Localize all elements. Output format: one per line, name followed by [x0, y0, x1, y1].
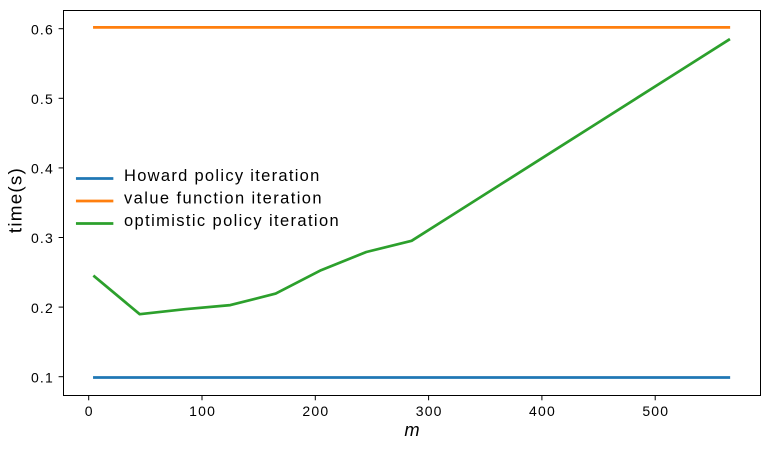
svg-text:300: 300: [416, 403, 443, 419]
svg-text:value function iteration: value function iteration: [124, 190, 323, 208]
svg-text:0.5: 0.5: [31, 91, 54, 107]
svg-text:100: 100: [189, 403, 216, 419]
svg-text:200: 200: [302, 403, 329, 419]
svg-text:400: 400: [529, 403, 556, 419]
svg-text:0.3: 0.3: [31, 230, 54, 246]
svg-text:0.4: 0.4: [31, 161, 54, 177]
svg-text:m: m: [404, 419, 419, 440]
svg-text:optimistic policy iteration: optimistic policy iteration: [124, 212, 340, 230]
svg-text:0.1: 0.1: [31, 369, 54, 385]
svg-text:0.6: 0.6: [31, 21, 54, 37]
svg-text:Howard policy iteration: Howard policy iteration: [124, 167, 321, 185]
svg-text:time(s): time(s): [6, 167, 27, 233]
svg-text:0: 0: [85, 403, 94, 419]
svg-text:0.2: 0.2: [31, 300, 54, 316]
svg-text:500: 500: [642, 403, 669, 419]
